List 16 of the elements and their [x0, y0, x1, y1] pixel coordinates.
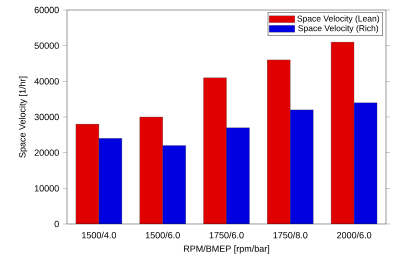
x-tick-label: 1750/8.0 — [273, 232, 308, 238]
y-tick-label: 60000 — [34, 6, 59, 14]
y-tick-label: 20000 — [34, 149, 59, 156]
x-tick-label: 1500/4.0 — [82, 232, 116, 238]
y-tick-label: 0 — [54, 220, 59, 228]
x-tick-label: 1750/6.0 — [210, 232, 244, 238]
legend-label: Space Velocity (Lean) — [297, 15, 380, 24]
x-axis-title: RPM/BMEP [rpm/bar] — [184, 245, 270, 254]
x-tick-label: 2000/6.0 — [337, 232, 372, 238]
x-tick-label: 1500/6.0 — [146, 232, 180, 238]
y-tick-label: 10000 — [34, 185, 59, 192]
y-tick-label: 50000 — [34, 42, 59, 49]
y-tick-label: 40000 — [34, 78, 59, 85]
y-tick-label: 30000 — [34, 114, 59, 120]
y-axis-title: Space Velocity [1/hr] — [18, 76, 28, 158]
legend-label: Space Velocity (Rich) — [298, 24, 378, 33]
